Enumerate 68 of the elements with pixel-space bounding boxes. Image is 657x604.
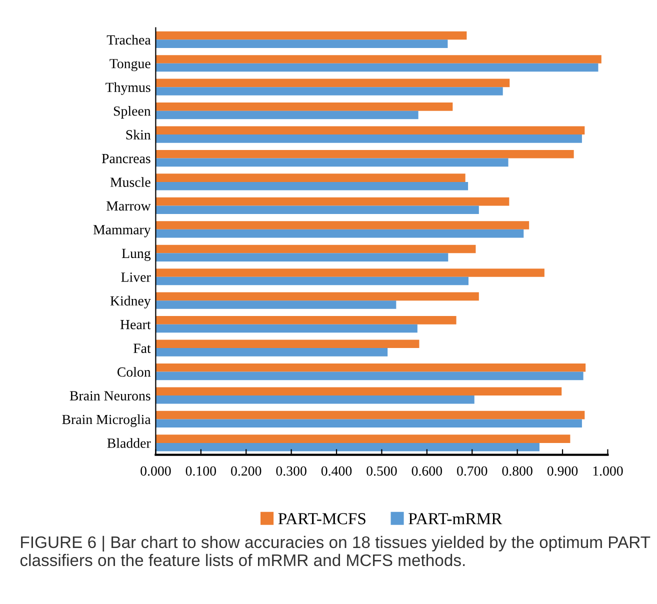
bar — [156, 221, 530, 230]
y-tick-label: Colon — [117, 366, 151, 377]
bar — [156, 126, 585, 135]
y-tick-label: Bladder — [107, 438, 151, 448]
y-tick-label: Pancreas — [102, 154, 150, 164]
x-tick-label: 0.300 — [276, 466, 306, 476]
bar — [156, 276, 469, 286]
y-tick-label: Skin — [126, 130, 151, 140]
x-tick-label: 0.200 — [231, 466, 262, 476]
bar — [156, 182, 468, 190]
bar — [156, 268, 544, 277]
bar — [156, 363, 586, 372]
caption: FIGURE 6 | Bar chart to show accuracies on 18 tissues yielded by the optimum PART classifiers on the feature lists of mRMR and MCFS methods. — [20, 536, 650, 566]
y-tick-label: Muscle — [110, 177, 150, 187]
y-tick-label: Thymus — [106, 82, 150, 95]
bar — [156, 87, 503, 96]
bar — [156, 174, 466, 182]
y-tick-label: Marrow — [106, 201, 151, 211]
x-tick-label: 0.600 — [412, 466, 442, 476]
x-tick-label: 0.000 — [140, 466, 171, 476]
bar — [156, 55, 602, 64]
bar — [156, 197, 510, 206]
bar — [156, 300, 396, 309]
bar — [156, 316, 456, 324]
bar — [156, 229, 524, 238]
bar — [156, 348, 388, 356]
bar — [156, 78, 510, 88]
bar — [156, 134, 582, 143]
y-tick-label: Kidney — [110, 296, 151, 308]
y-tick-label: Spleen — [114, 106, 151, 119]
bar — [156, 253, 448, 262]
bar — [156, 40, 448, 48]
bar — [156, 387, 562, 396]
legend-label: PART-MCFS — [278, 513, 366, 524]
x-tick-label: 0.700 — [457, 466, 488, 476]
y-tick-label: Trachea — [106, 34, 151, 45]
bar — [156, 410, 585, 420]
bar — [156, 244, 476, 254]
legend-label: PART-mRMR — [408, 513, 502, 524]
bar — [156, 102, 453, 111]
x-tick-label: 0.900 — [547, 466, 578, 476]
bar — [156, 110, 418, 120]
bar — [156, 324, 418, 333]
bar — [156, 158, 508, 167]
y-tick-label: Liver — [121, 272, 151, 282]
x-tick-label: 1.000 — [593, 466, 623, 476]
y-tick-label: Brain Microglia — [62, 414, 151, 428]
bar — [156, 434, 570, 443]
bar — [156, 206, 479, 214]
bar — [156, 419, 582, 428]
bar — [156, 150, 574, 158]
bar — [156, 396, 474, 404]
bar — [156, 31, 467, 40]
y-tick-label: Fat — [134, 344, 151, 354]
x-tick-label: 0.800 — [502, 466, 532, 476]
x-tick-label: 0.100 — [186, 466, 216, 476]
x-tick-label: 0.500 — [366, 466, 397, 476]
y-tick-label: Lung — [122, 248, 151, 261]
y-tick-label: Brain Neurons — [70, 391, 150, 400]
bar — [156, 340, 420, 348]
bar — [156, 63, 598, 72]
y-tick-label: Mammary — [93, 225, 151, 238]
bar — [156, 372, 584, 380]
x-tick-label: 0.400 — [321, 466, 352, 476]
y-tick-label: Tongue — [110, 59, 150, 72]
y-tick-label: Heart — [120, 320, 151, 330]
bar — [156, 442, 540, 452]
bar — [156, 292, 479, 301]
